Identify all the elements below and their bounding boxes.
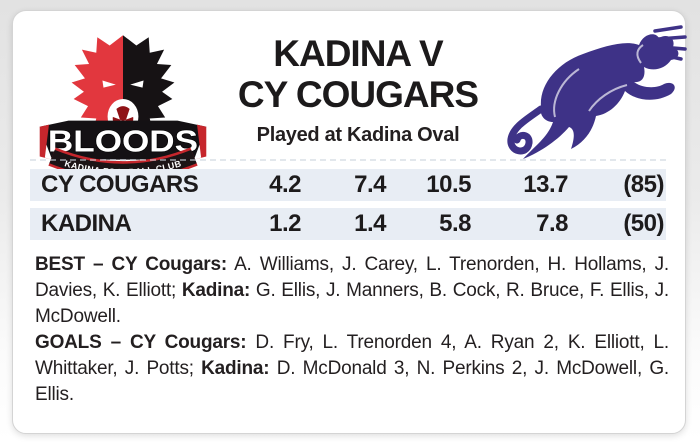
- q3-score: 10.5: [426, 171, 471, 198]
- best-cougars-names: A. Williams, J. Carey, L. Trenorden, H. …: [35, 254, 669, 301]
- cougar-inner-detail: [553, 44, 644, 118]
- team-name: CY COUGARS: [41, 171, 199, 198]
- cougar-tail: [507, 105, 545, 155]
- goals-label: GOALS – CY Cougars:: [35, 332, 247, 353]
- q4-score: 13.7: [523, 171, 568, 198]
- goals-kadina-label: Kadina:: [201, 358, 270, 379]
- cougars-logo: [507, 25, 687, 159]
- bloods-banner-trim-left: [39, 124, 53, 160]
- best-players-paragraph: BEST – CY Cougars: A. Williams, J. Carey…: [35, 252, 669, 330]
- score-table-separator: [30, 159, 666, 161]
- team-name: KADINA: [41, 210, 132, 237]
- match-report-card: BLOODS KADINA FOOTBALL CLUB KADINA V CY …: [12, 10, 687, 434]
- goals-kadina-names: D. McDonald 3, N. Perkins 2, J. McDowell…: [35, 358, 669, 405]
- venue-subtitle: Played at Kadina Oval: [256, 124, 460, 146]
- goals-cougars-names: D. Fry, L. Trenorden 4, A. Ryan 2, K. El…: [35, 332, 669, 379]
- cougar-body: [523, 34, 679, 159]
- match-title-line2: CY COUGARS: [237, 74, 479, 115]
- match-report-text: BEST – CY Cougars: A. Williams, J. Carey…: [35, 252, 669, 408]
- goals-paragraph: GOALS – CY Cougars: D. Fry, L. Trenorden…: [35, 330, 669, 408]
- bloods-banner-text: BLOODS: [48, 123, 198, 158]
- q3-score: 5.8: [439, 210, 471, 237]
- score-row-kadina: KADINA 1.2 1.4 5.8 7.8 (50): [30, 208, 666, 240]
- total-score: (85): [623, 171, 664, 198]
- match-title-block: KADINA V CY COUGARS Played at Kadina Ova…: [208, 33, 508, 147]
- claw-scratch-marks: [653, 25, 687, 61]
- wolf-eye-left: [102, 80, 116, 88]
- best-kadina-label: Kadina:: [181, 280, 251, 301]
- bloods-banner-trim-right: [193, 124, 207, 160]
- best-label: BEST – CY Cougars:: [35, 254, 227, 275]
- wolf-fang: [111, 107, 120, 120]
- wolf-fang: [126, 107, 135, 120]
- q1-score: 1.2: [269, 210, 301, 237]
- q2-score: 1.4: [354, 210, 386, 237]
- bloods-logo: BLOODS KADINA FOOTBALL CLUB: [39, 35, 207, 173]
- match-title-line1: KADINA V: [273, 33, 443, 74]
- q4-score: 7.8: [536, 210, 568, 237]
- wolf-eye-right: [130, 80, 144, 88]
- bloods-banner: [39, 120, 207, 160]
- best-kadina-names: G. Ellis, J. Manners, B. Cock, R. Bruce,…: [35, 280, 669, 327]
- score-row-cy-cougars: CY COUGARS 4.2 7.4 10.5 13.7 (85): [30, 169, 666, 201]
- q2-score: 7.4: [354, 171, 386, 198]
- total-score: (50): [623, 210, 664, 237]
- q1-score: 4.2: [269, 171, 301, 198]
